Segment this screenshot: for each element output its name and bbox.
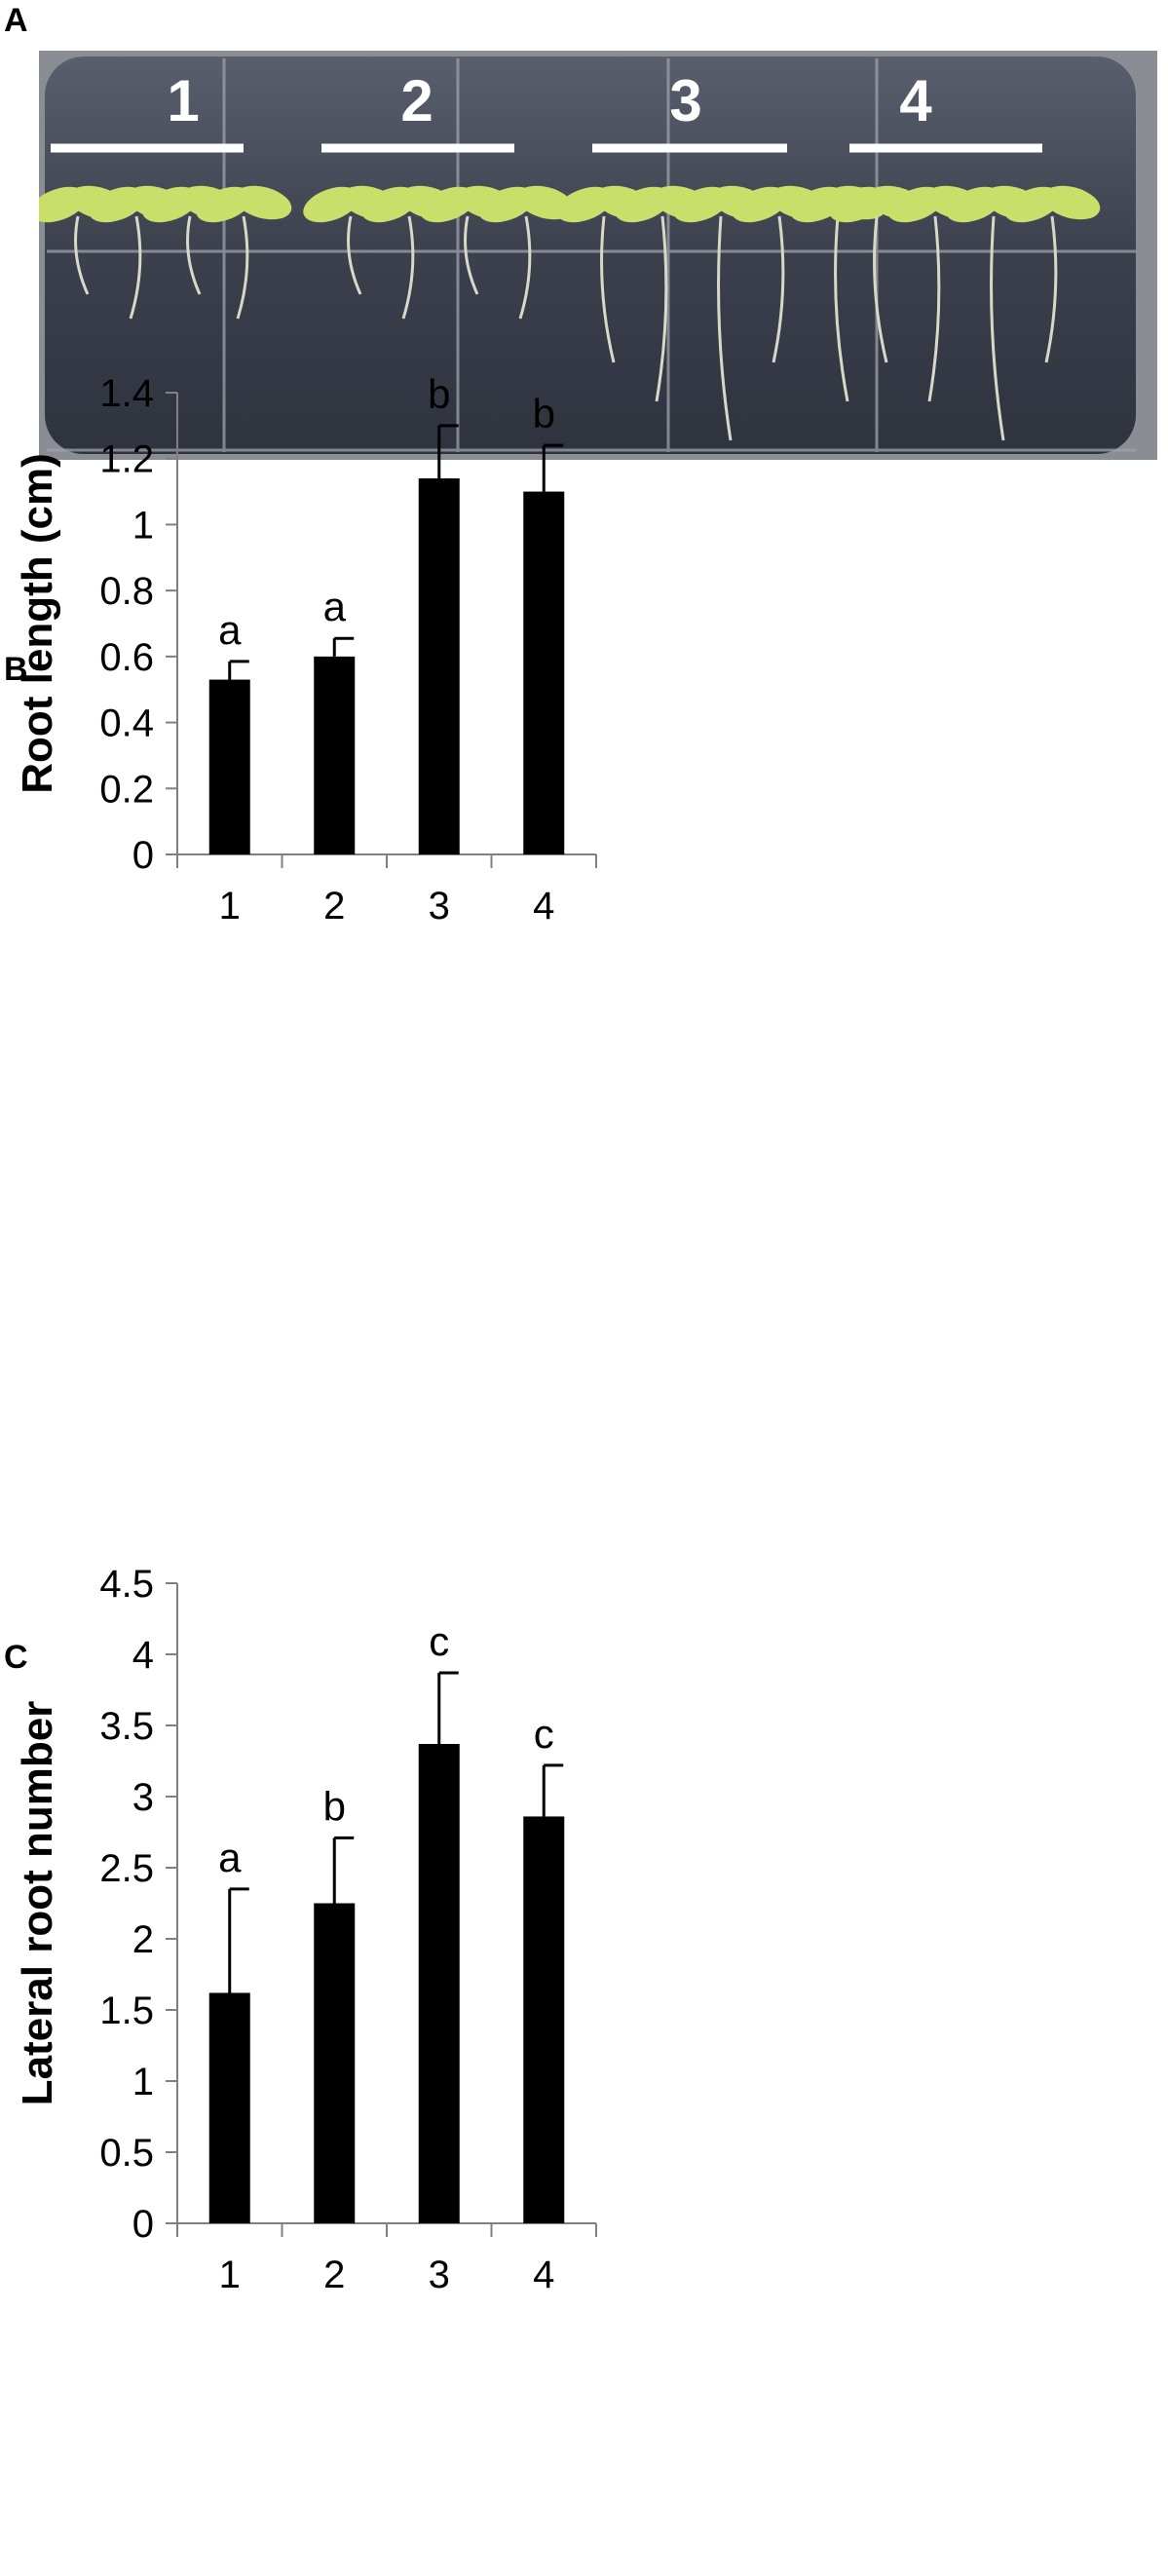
y-tick-label: 0.2 <box>99 768 154 811</box>
root <box>129 215 142 320</box>
bar <box>208 679 250 854</box>
x-tick-label: 3 <box>429 885 450 928</box>
y-tick-label: 3 <box>132 1776 154 1819</box>
y-tick-label: 1.5 <box>99 1989 154 2032</box>
root <box>464 215 479 295</box>
y-tick-label: 0 <box>132 2203 154 2246</box>
plate-grid <box>47 58 1136 452</box>
root <box>518 215 532 320</box>
significance-label: b <box>428 371 450 417</box>
bar <box>314 656 356 854</box>
y-tick-label: 0.8 <box>99 570 154 613</box>
plate-surface <box>45 57 1136 454</box>
y-tick-label: 0 <box>132 834 154 877</box>
y-tick-label: 4 <box>132 1634 154 1677</box>
x-tick-label: 2 <box>323 2254 345 2296</box>
root <box>401 215 415 320</box>
y-tick-label: 1.2 <box>99 438 154 481</box>
y-tick-label: 1.4 <box>99 372 154 415</box>
y-tick-label: 1 <box>132 2061 154 2103</box>
lane-label: 1 <box>167 68 199 133</box>
root <box>186 215 202 295</box>
x-tick-label: 1 <box>219 2254 241 2296</box>
root <box>873 215 888 363</box>
lateral-root-number-chart: 0 0.5 1 1.5 2 2.5 3 3.5 4 4.5 Lateral root number a… <box>14 1569 597 2296</box>
lane-label: 3 <box>669 68 701 133</box>
root-length-chart: 0 0.2 0.4 0.6 0.8 1 1.2 1.4 Root length (cm) a 1 a 2… <box>14 371 597 928</box>
x-tick-label: 1 <box>219 885 241 928</box>
bar <box>523 491 565 854</box>
bar <box>418 478 460 854</box>
root <box>772 215 785 363</box>
root <box>1044 215 1058 363</box>
root <box>74 215 90 295</box>
root <box>717 215 733 441</box>
significance-label: b <box>323 1783 346 1829</box>
lane-label: 2 <box>400 68 433 133</box>
y-tick-label: 0.4 <box>99 702 154 745</box>
bar <box>523 1816 565 2223</box>
root <box>347 215 362 295</box>
y-axis-title: Root length (cm) <box>14 453 61 794</box>
root <box>600 215 616 363</box>
root <box>236 215 249 320</box>
y-tick-label: 1 <box>132 504 154 547</box>
seedling-plate-photo: 1 2 3 4 <box>39 51 1157 460</box>
x-tick-label: 4 <box>533 2254 554 2296</box>
bar <box>314 1903 356 2223</box>
y-tick-label: 0.6 <box>99 636 154 679</box>
lane-label: 4 <box>899 68 932 133</box>
x-tick-label: 3 <box>429 2254 450 2296</box>
root <box>834 215 849 402</box>
bar <box>208 1992 250 2223</box>
y-tick-label: 2.5 <box>99 1847 154 1890</box>
root <box>655 215 668 402</box>
lane-labels: 1 2 3 4 <box>51 68 1042 153</box>
significance-label: a <box>218 607 242 653</box>
y-axis-title: Lateral root number <box>14 1701 61 2106</box>
y-tick-label: 0.5 <box>99 2132 154 2175</box>
cotyledon <box>1042 185 1101 220</box>
significance-label: b <box>533 391 555 436</box>
significance-label: c <box>534 1711 554 1757</box>
y-tick-label: 2 <box>132 1918 154 1961</box>
root <box>927 215 941 402</box>
y-tick-label: 4.5 <box>99 1569 154 1606</box>
significance-label: a <box>218 1835 242 1880</box>
panel-a-letter: A <box>4 2 28 39</box>
cotyledon <box>234 185 292 220</box>
x-tick-label: 2 <box>323 885 345 928</box>
root <box>990 215 1005 441</box>
panel-c-letter: C <box>4 1639 28 1676</box>
y-tick-label: 3.5 <box>99 1705 154 1748</box>
significance-label: c <box>429 1618 449 1664</box>
significance-label: a <box>323 584 347 629</box>
panel-b-letter: B <box>4 651 28 688</box>
seedlings <box>39 185 1101 441</box>
x-tick-label: 4 <box>533 885 554 928</box>
bar <box>418 1743 460 2223</box>
